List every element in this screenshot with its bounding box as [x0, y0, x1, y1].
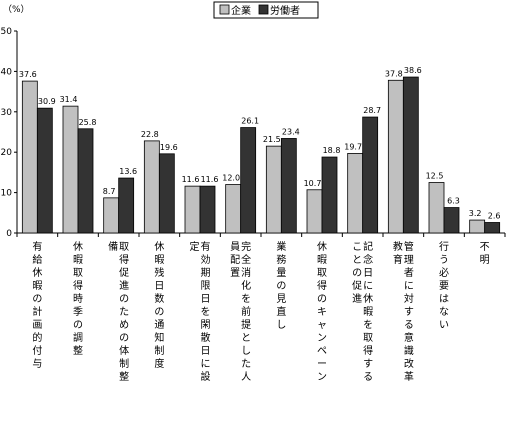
data-label-0-7: 10.7 [304, 179, 322, 188]
bar-1-6 [280, 138, 297, 234]
y-tick-label: 40 [1, 67, 13, 77]
bar-0-2 [103, 197, 120, 234]
data-label-1-11: 2.6 [488, 211, 501, 220]
data-label-0-3: 22.8 [141, 130, 159, 139]
category-label-10: 行う必要はない [439, 240, 449, 331]
category-label-11: 不明 [480, 242, 490, 266]
bar-1-1 [77, 128, 94, 234]
legend-label-1: 労働者 [270, 4, 300, 17]
category-label-4: 有効期限日を閑散日に設定 [190, 240, 211, 383]
bar-1-9 [402, 76, 419, 234]
legend-label-0: 企業 [231, 4, 251, 17]
y-tick-label: 0 [6, 229, 12, 239]
data-label-0-2: 8.7 [103, 187, 116, 196]
category-labels: 有給休暇の計画的付与 休暇取得時季の調整 取得促進のための体制整備 休暇残日数の通知制… [32, 240, 489, 383]
data-label-0-10: 12.5 [426, 172, 444, 181]
axes: 0 10 20 30 40 50 [1, 27, 506, 239]
y-tick-label: 20 [1, 148, 13, 158]
legend-swatch-1 [258, 4, 269, 15]
bar-1-7 [321, 156, 338, 234]
y-tick-label: 30 [1, 108, 13, 118]
bar-0-5 [225, 184, 242, 234]
bar-1-4 [199, 185, 216, 234]
data-label-0-8: 19.7 [344, 142, 362, 151]
data-label-0-5: 12.0 [222, 174, 240, 183]
bar-0-10 [428, 182, 445, 234]
data-label-0-9: 37.8 [385, 69, 403, 78]
bar-0-3 [143, 140, 160, 234]
data-label-0-6: 21.5 [263, 135, 281, 144]
category-label-3: 休暇残日数の通知制度 [154, 241, 164, 370]
y-tick-label: 50 [1, 27, 13, 37]
legend: 企業 労働者 [213, 1, 319, 19]
bar-1-3 [158, 153, 175, 234]
data-label-1-7: 18.8 [323, 146, 341, 155]
data-label-1-10: 6.3 [447, 197, 460, 206]
data-label-1-2: 13.6 [119, 167, 137, 176]
category-label-2: 取得促進のための体制整備 [108, 240, 129, 383]
category-label-5: 完全消化を前提とした人員配置 [230, 240, 251, 383]
y-tick-label: 10 [1, 189, 13, 199]
data-labels: 37.630.9 31.425.88.713.622.819.611.6 11.6 1… [19, 66, 501, 220]
bar-0-9 [387, 79, 404, 234]
bar-0-4 [184, 185, 201, 234]
bar-1-5 [240, 127, 257, 234]
bar-0-7 [306, 189, 323, 234]
legend-swatch-0 [219, 4, 230, 15]
bar-1-10 [443, 207, 460, 234]
bar-1-0 [36, 107, 53, 234]
data-label-0-0: 37.6 [19, 70, 37, 79]
data-label-1-8: 28.7 [363, 106, 381, 115]
data-label-0-1: 31.4 [60, 95, 78, 104]
bar-1-2 [118, 177, 135, 234]
data-label-0-11: 3.2 [469, 209, 482, 218]
data-label-1-4: 11.6 [201, 175, 219, 184]
data-label-1-5: 26.1 [241, 117, 259, 126]
bar-0-6 [265, 145, 282, 234]
bar-0-1 [62, 105, 79, 234]
category-label-1: 休暇取得時季の調整 [73, 241, 83, 357]
category-label-6: 業務量の見直し [276, 240, 286, 331]
data-label-0-4: 11.6 [182, 175, 200, 184]
bars [21, 76, 501, 234]
bar-0-8 [347, 153, 364, 234]
data-label-1-3: 19.6 [160, 143, 178, 152]
y-axis-unit-label: （%） [3, 4, 30, 15]
category-label-7: 休暇取得のキャンペーン [317, 241, 327, 383]
category-label-9: 管理者に対する意識改革教育 [393, 240, 414, 383]
bar-0-11 [469, 219, 486, 234]
category-label-8: 記念日に休暇を取得することの促進 [352, 240, 373, 383]
data-label-1-6: 23.4 [282, 127, 300, 136]
category-label-0: 有給休暇の計画的付与 [32, 240, 42, 370]
data-label-1-0: 30.9 [38, 97, 56, 106]
bar-0-0 [21, 80, 38, 234]
data-label-1-1: 25.8 [79, 118, 97, 127]
bar-1-8 [362, 116, 379, 234]
data-label-1-9: 38.6 [404, 66, 422, 75]
bar-1-11 [484, 222, 501, 234]
